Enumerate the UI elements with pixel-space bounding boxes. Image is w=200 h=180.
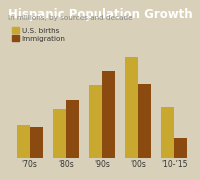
Bar: [89, 86, 102, 158]
Legend: U.S. births, Immigration: U.S. births, Immigration: [12, 27, 66, 42]
Bar: [102, 71, 115, 158]
Bar: [174, 138, 187, 158]
Bar: [161, 107, 174, 158]
Bar: [17, 125, 30, 158]
Bar: [53, 109, 66, 158]
Text: Hispanic Population Growth: Hispanic Population Growth: [8, 8, 193, 21]
Bar: [30, 127, 43, 158]
Bar: [125, 57, 138, 158]
Bar: [138, 84, 151, 158]
Text: In millions, by sources and decade: In millions, by sources and decade: [8, 15, 133, 21]
Bar: [66, 100, 79, 158]
